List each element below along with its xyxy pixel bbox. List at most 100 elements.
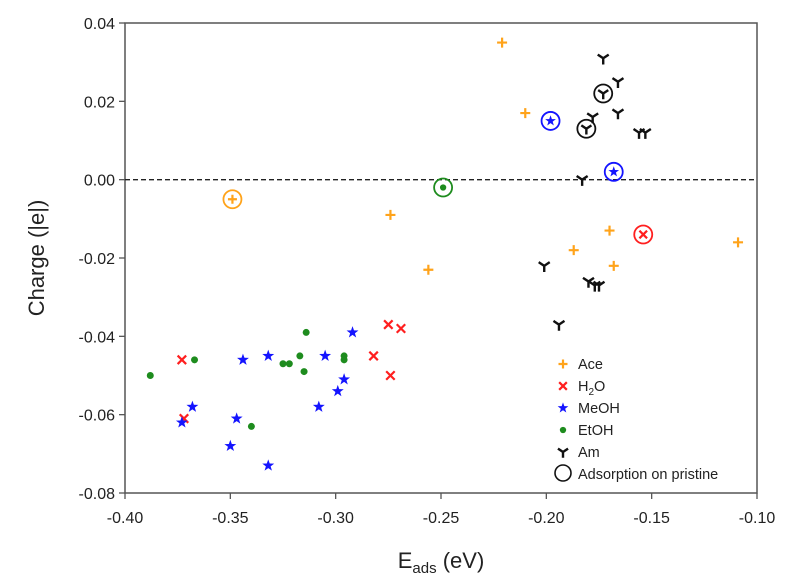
y-axis-title: Charge (|e|) <box>24 200 49 317</box>
pristine-point-am <box>576 118 597 139</box>
legend-label: Adsorption on pristine <box>578 467 718 483</box>
x-axis-title: Eads (eV) <box>398 548 485 577</box>
x-tick-label: -0.40 <box>107 510 144 527</box>
plot-frame <box>124 22 758 494</box>
x-axis-title-unit: (eV) <box>437 548 485 573</box>
x-tick-label: -0.15 <box>633 510 670 527</box>
data-point-etoh <box>247 422 255 430</box>
legend-label-main: EtOH <box>578 423 613 439</box>
data-points <box>146 37 744 471</box>
data-point-etoh <box>296 352 304 360</box>
pristine-marker <box>545 115 556 126</box>
axes <box>124 22 758 494</box>
data-point-ace <box>604 225 615 236</box>
data-point-am <box>611 77 625 88</box>
data-point-h2o <box>383 319 394 330</box>
pristine-ring <box>603 161 624 182</box>
pristine-marker <box>227 194 237 204</box>
pristine-point-ace <box>222 189 243 210</box>
x-tick-label: -0.35 <box>212 510 249 527</box>
series-etoh <box>146 177 454 430</box>
data-point-meoh <box>224 439 237 452</box>
pristine-ring <box>576 118 597 139</box>
x-tick-label: -0.10 <box>739 510 776 527</box>
legend-label: MeOH <box>578 401 620 417</box>
data-point-meoh <box>237 353 249 365</box>
data-point-etoh <box>285 360 293 368</box>
legend-item-h2o: H2O <box>558 379 605 398</box>
data-point-ace <box>608 260 619 271</box>
pristine-ring <box>222 189 243 210</box>
legend-label-main: H <box>578 379 588 395</box>
y-tick-label: 0.04 <box>84 16 115 33</box>
x-tick-label: -0.20 <box>528 510 565 527</box>
legend-label: H2O <box>578 379 605 398</box>
data-point-h2o <box>385 370 396 381</box>
legend-marker-etoh <box>559 426 567 434</box>
legend-label-main: Ace <box>578 357 603 373</box>
legend-item-ace: Ace <box>558 357 603 373</box>
pristine-ring <box>593 83 614 104</box>
data-point-meoh <box>262 459 275 471</box>
data-point-am <box>611 108 625 120</box>
pristine-point-am <box>593 83 614 104</box>
legend-label: EtOH <box>578 423 613 439</box>
legend-item-meoh: MeOH <box>557 401 620 417</box>
y-axis-ticks: 0.04 0.02 0.00 -0.02 -0.04 -0.06 -0.08 <box>79 16 125 503</box>
legend-item-am: Am <box>557 445 600 461</box>
pristine-point-meoh <box>603 161 624 182</box>
data-point-ace <box>733 237 744 248</box>
data-point-am <box>538 261 551 273</box>
data-point-h2o <box>368 350 379 361</box>
data-point-ace <box>568 245 579 256</box>
pristine-ring <box>540 111 561 131</box>
series-ace <box>222 37 744 275</box>
y-tick-label: -0.08 <box>79 486 116 503</box>
data-point-am <box>592 280 606 292</box>
legend-label-main: Am <box>578 445 600 461</box>
y-tick-label: 0.00 <box>84 173 115 190</box>
legend-marker-ace <box>558 359 568 369</box>
pristine-marker <box>597 89 609 100</box>
data-point-meoh <box>186 400 199 412</box>
legend-item-etoh: EtOH <box>559 423 613 439</box>
data-point-am <box>552 319 566 331</box>
legend-label-subscript: 2 <box>588 387 594 398</box>
pristine-point-etoh <box>433 177 454 198</box>
data-point-etoh <box>340 356 348 364</box>
legend-item-pristine: Adsorption on pristine <box>554 464 718 483</box>
legend-label-main: MeOH <box>578 401 620 417</box>
pristine-point-meoh <box>540 111 561 131</box>
data-point-etoh <box>279 360 287 368</box>
legend: Ace H2O MeOH EtOH Am Adsorption on pristine <box>554 357 718 483</box>
y-tick-label: -0.02 <box>79 251 116 268</box>
pristine-marker <box>580 124 593 135</box>
legend-marker-h2o <box>558 381 568 391</box>
data-point-ace <box>520 108 531 119</box>
x-tick-label: -0.30 <box>317 510 354 527</box>
legend-marker-meoh <box>557 402 569 413</box>
data-point-ace <box>423 264 434 275</box>
data-point-ace <box>497 37 508 48</box>
x-axis-title-main: E <box>398 548 413 573</box>
legend-marker-am <box>557 447 569 458</box>
data-point-meoh <box>346 326 359 338</box>
x-axis-title-subscript: ads <box>412 560 436 577</box>
data-point-h2o <box>176 354 187 365</box>
data-point-am <box>639 128 652 139</box>
data-point-am <box>575 175 589 186</box>
legend-marker-pristine <box>554 464 572 482</box>
y-tick-label: 0.02 <box>84 94 115 111</box>
data-point-meoh <box>338 373 351 385</box>
data-point-etoh <box>146 372 154 379</box>
x-tick-label: -0.25 <box>423 510 460 527</box>
data-point-am <box>582 276 595 288</box>
series-am <box>538 53 652 331</box>
data-point-meoh <box>262 349 275 361</box>
x-axis-ticks: -0.40 -0.35 -0.30 -0.25 -0.20 -0.15 -0.10 <box>107 493 776 527</box>
data-point-meoh <box>331 384 344 397</box>
legend-label: Ace <box>578 357 603 373</box>
data-point-etoh <box>300 368 308 376</box>
data-point-am <box>597 53 610 65</box>
pristine-marker <box>608 166 620 177</box>
